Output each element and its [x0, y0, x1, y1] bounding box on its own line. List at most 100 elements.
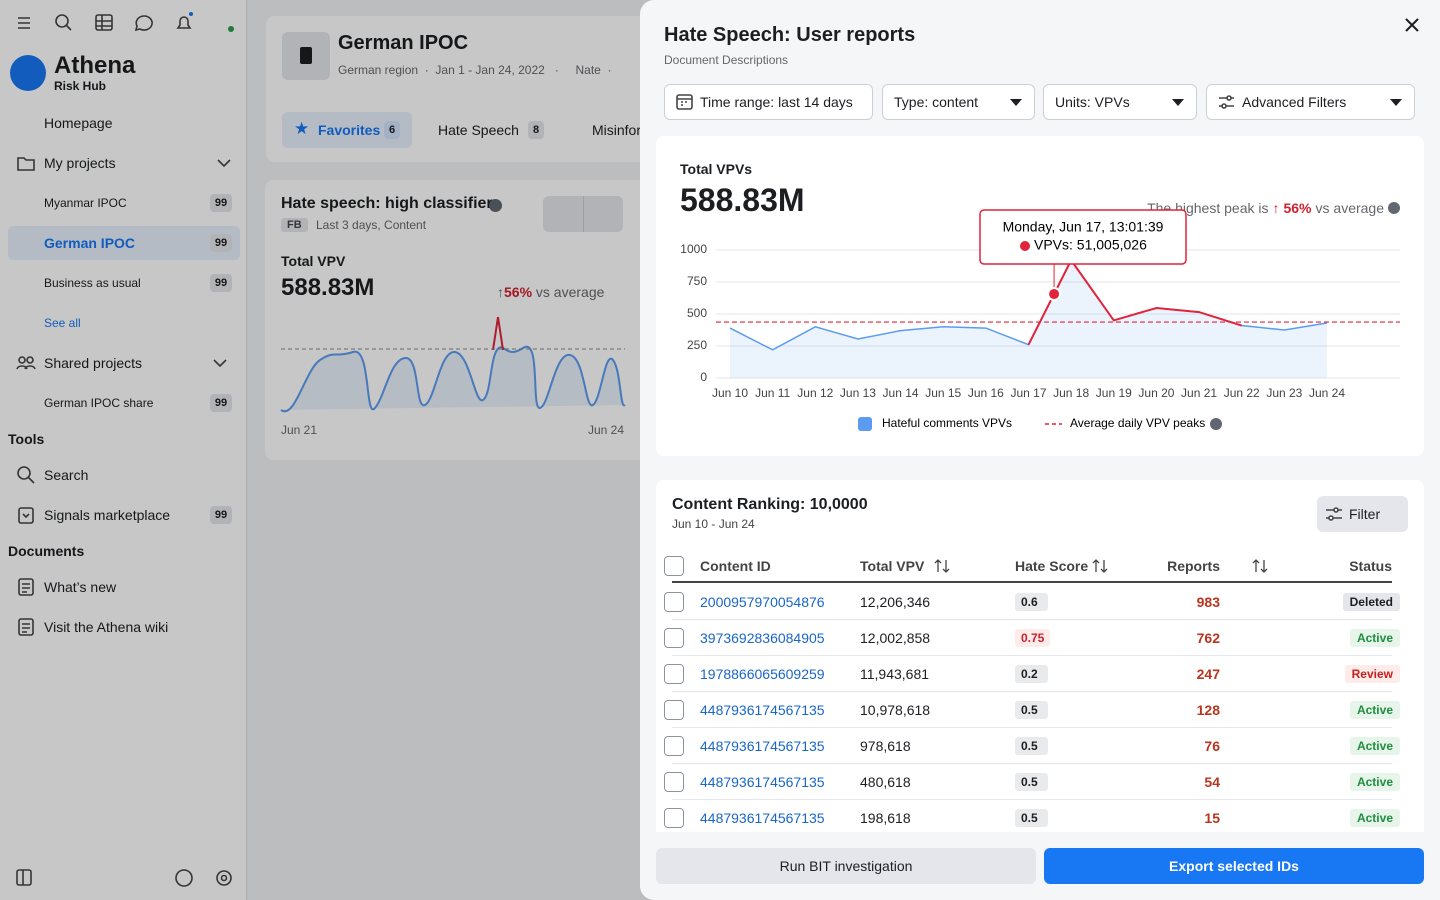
icon: [16, 356, 36, 370]
icon: [18, 578, 34, 596]
logo: [10, 55, 46, 91]
badge: 99: [210, 506, 232, 524]
icon: [1252, 559, 1268, 573]
top-icons[interactable]: [14, 12, 214, 34]
filter-button[interactable]: Filter: [1317, 496, 1408, 532]
total-vpv: 12,002,858: [860, 630, 931, 646]
tab[interactable]: Hate Speech 8: [424, 112, 566, 148]
total-vpv: 11,943,681: [860, 666, 930, 682]
status: Deleted: [1342, 593, 1400, 611]
caret: [1172, 99, 1184, 106]
panel-subtitle: Document Descriptions: [664, 53, 789, 67]
content-id[interactable]: 4487936174567135: [700, 738, 825, 754]
content-id[interactable]: 4487936174567135: [700, 774, 825, 790]
status-dot: [228, 26, 234, 32]
status: Active: [1349, 809, 1400, 827]
nav-item[interactable]: Shared projects: [44, 355, 143, 371]
total-vpv: 480,618: [860, 774, 911, 790]
nav-item[interactable]: What’s new: [44, 579, 117, 595]
content-id[interactable]: 3973692836084905: [700, 630, 825, 646]
nav-item[interactable]: My projects: [44, 155, 116, 171]
peak-suffix: vs average: [1315, 200, 1384, 216]
checkbox[interactable]: [664, 556, 684, 576]
project-title: German IPOC: [338, 32, 469, 54]
nav-item[interactable]: Signals marketplace: [44, 507, 171, 523]
filter-dropdown[interactable]: Type: content: [882, 84, 1035, 120]
chart-total: 588.83M: [680, 182, 805, 218]
section-heading[interactable]: Documents: [8, 543, 85, 559]
x-tick-label: Jun 11: [755, 386, 790, 400]
reports: 15: [1204, 810, 1220, 826]
filter-dropdown[interactable]: Units: VPVs: [1043, 84, 1197, 120]
chart: 0 250 500 750 1000 Jun 10 Jun 11 Jun 12 Jun 13 Ju…: [680, 209, 1400, 431]
run-button[interactable]: Run BIT investigation: [656, 848, 1036, 884]
total-vpv: 12,206,346: [860, 594, 931, 610]
reports: 762: [1196, 630, 1220, 646]
nav-item[interactable]: See all: [44, 316, 81, 330]
column-header[interactable]: Hate Score: [1015, 558, 1089, 574]
project-card: German IPOC German region · Jan 1 - Jan …: [266, 16, 646, 162]
column-header[interactable]: Content ID: [700, 558, 771, 574]
icon: [213, 359, 227, 368]
card-meta: Last 3 days, Content: [316, 218, 427, 232]
icon: [18, 618, 34, 636]
info-icon: [489, 199, 502, 212]
checkbox[interactable]: [664, 592, 684, 612]
nav-item[interactable]: German IPOC: [44, 235, 136, 251]
region: German region: [338, 63, 419, 77]
checkbox[interactable]: [664, 736, 684, 756]
nav-item[interactable]: Business as usual: [44, 276, 141, 290]
status: Active: [1349, 773, 1400, 791]
total-vpv: 978,618: [860, 738, 911, 754]
tab[interactable]: Misinformation: [578, 112, 646, 148]
change: 56%: [504, 284, 533, 300]
tooltip-dot: [1020, 241, 1030, 251]
metric-change: ↑56% vs average: [497, 284, 605, 300]
content-id[interactable]: 4487936174567135: [700, 702, 825, 718]
checkbox[interactable]: [664, 772, 684, 792]
card-actions[interactable]: [543, 196, 623, 232]
column-header[interactable]: Reports: [1167, 558, 1220, 574]
bottom-icons[interactable]: [14, 865, 244, 891]
card-title: Hate speech: high classifier: [281, 195, 493, 212]
badge: 99: [210, 274, 232, 292]
export-button[interactable]: Export selected IDs: [1044, 848, 1424, 884]
x-tick-label: Jun 20: [1138, 386, 1174, 400]
nav-item[interactable]: Homepage: [44, 115, 113, 131]
hover-marker: [1047, 287, 1062, 302]
section-heading[interactable]: Tools: [8, 431, 45, 447]
checkbox[interactable]: [664, 664, 684, 684]
column-header[interactable]: Status: [1349, 558, 1392, 574]
tab[interactable]: Favorites ★ 6: [282, 112, 412, 148]
content-id[interactable]: 4487936174567135: [700, 810, 825, 826]
x-tick-label: Jun 22: [1224, 386, 1260, 400]
content-id[interactable]: 1978866065609259: [700, 666, 825, 682]
nav-item[interactable]: German IPOC share: [44, 396, 154, 410]
filter-dropdown[interactable]: Advanced Filters: [1206, 84, 1415, 120]
change-suffix: vs average: [535, 284, 605, 300]
x-tick-label: Jun 17: [1010, 386, 1046, 400]
content-id[interactable]: 2000957970054876: [700, 594, 825, 610]
filter-dropdown[interactable]: Time range: last 14 days: [664, 84, 873, 120]
status: Review: [1344, 665, 1400, 683]
panel-title: Hate Speech: User reports: [664, 24, 916, 46]
nav-item[interactable]: Myanmar IPOC: [44, 196, 127, 210]
column-header[interactable]: Total VPV: [860, 558, 925, 574]
badge: 99: [210, 234, 232, 252]
total-vpv: 10,978,618: [860, 702, 931, 718]
x-tick-label: Jun 13: [840, 386, 876, 400]
close-button[interactable]: [1402, 15, 1422, 35]
checkbox[interactable]: [664, 808, 684, 828]
nav-item[interactable]: Search: [44, 467, 89, 483]
table-dates: Jun 10 - Jun 24: [672, 517, 755, 531]
checkbox[interactable]: [664, 628, 684, 648]
y-tick-label: 500: [687, 306, 707, 320]
header-rule: [672, 581, 1392, 583]
badge: 99: [210, 194, 232, 212]
nav-item[interactable]: Visit the Athena wiki: [44, 619, 169, 635]
tooltip-title: Monday, Jun 17, 13:01:39: [1003, 219, 1164, 235]
checkbox[interactable]: [664, 700, 684, 720]
x-tick-label: Jun 23: [1266, 386, 1302, 400]
table-card: Content Ranking: 10,0000 Jun 10 - Jun 24…: [656, 480, 1424, 832]
